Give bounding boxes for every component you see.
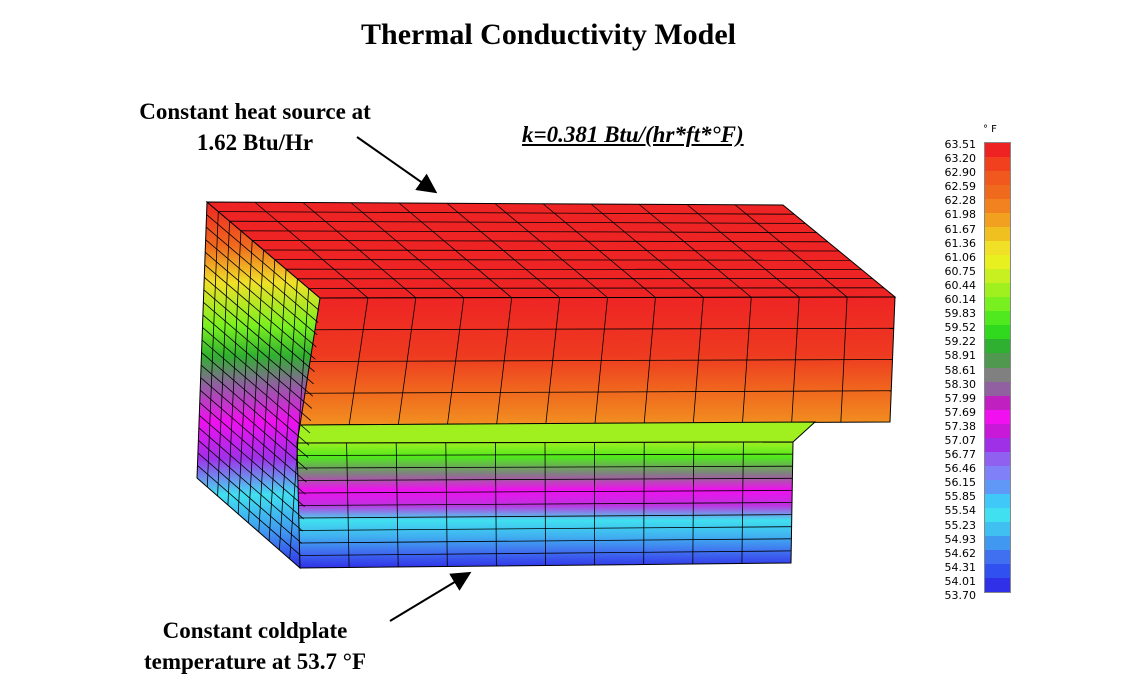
- legend-color-band: [985, 213, 1010, 228]
- legend-value: 59.22: [944, 335, 977, 349]
- coldplate-label: Constant coldplate temperature at 53.7 °…: [115, 615, 395, 677]
- legend-color-band: [985, 241, 1010, 256]
- legend-value: 61.67: [944, 222, 977, 236]
- legend-value: 59.83: [944, 307, 977, 321]
- legend-value: 58.30: [944, 377, 977, 391]
- legend-color-band: [985, 479, 1010, 494]
- legend-color-band: [985, 255, 1010, 270]
- legend-value: 57.99: [944, 391, 977, 405]
- legend-value: 62.28: [944, 194, 977, 208]
- legend-value: 58.61: [944, 363, 977, 377]
- conductivity-label: k=0.381 Btu/(hr*ft*°F): [522, 122, 744, 147]
- legend-color-band: [985, 171, 1010, 186]
- legend-color-band: [985, 269, 1010, 284]
- mesh-grid: [197, 201, 894, 568]
- legend-value: 63.20: [944, 152, 977, 166]
- coldplate-label-line2: temperature at 53.7 °F: [143, 649, 367, 674]
- legend-value: 56.46: [944, 462, 977, 476]
- legend-color-band: [985, 367, 1010, 382]
- legend-value: 55.85: [944, 490, 977, 504]
- heat-source-arrow: [356, 136, 438, 194]
- legend-color-band: [985, 395, 1010, 410]
- legend-color-band: [985, 353, 1010, 368]
- legend-value: 57.38: [944, 419, 977, 433]
- figure-title: Thermal Conductivity Model: [361, 18, 736, 51]
- legend-value: 55.23: [944, 518, 977, 532]
- legend-value: 54.62: [944, 546, 977, 560]
- legend-value: 60.14: [944, 293, 977, 307]
- legend-value: 54.93: [944, 532, 977, 546]
- legend-color-band: [985, 521, 1010, 536]
- heat-source-label-line2: 1.62 Btu/Hr: [196, 130, 314, 155]
- legend-value: 57.07: [944, 433, 977, 447]
- legend-value: 54.01: [944, 574, 977, 588]
- legend-value: 61.98: [944, 208, 977, 222]
- legend-value: 56.77: [944, 448, 977, 462]
- ledge-face: [296, 421, 817, 444]
- legend-value: 62.59: [944, 180, 977, 194]
- legend-value: 53.70: [944, 589, 977, 602]
- legend-color-band: [985, 157, 1010, 172]
- legend-color-band: [985, 535, 1010, 550]
- legend-color-band: [985, 549, 1010, 564]
- legend-color-band: [985, 297, 1010, 312]
- legend-color-band: [985, 577, 1010, 592]
- legend-labels: 63.51 63.20 62.90 62.59 62.28 61.98 61.67 61.36…: [934, 138, 977, 603]
- legend-value: 63.51: [944, 138, 977, 151]
- legend-value: 55.54: [944, 504, 977, 518]
- legend-value: 61.36: [944, 236, 977, 250]
- legend-color-band: [985, 437, 1010, 452]
- legend-value: 60.75: [944, 264, 977, 278]
- legend-color-band: [985, 409, 1010, 424]
- legend-value: 58.91: [944, 349, 977, 363]
- heat-source-label-line1: Constant heat source at: [139, 99, 371, 124]
- legend-color-band: [985, 143, 1010, 158]
- coldplate-arrow: [389, 571, 472, 622]
- legend-color-band: [985, 185, 1010, 200]
- coldplate-label-line1: Constant coldplate: [162, 618, 348, 643]
- legend-color-band: [985, 227, 1010, 242]
- legend-color-band: [985, 381, 1010, 396]
- legend-value: 61.06: [944, 250, 977, 264]
- legend-color-bar: [984, 142, 1011, 593]
- legend-color-band: [985, 283, 1010, 298]
- legend-color-band: [985, 507, 1010, 522]
- legend-value: 54.31: [944, 560, 977, 574]
- legend-color-band: [985, 465, 1010, 480]
- legend-unit: ° F: [983, 124, 997, 135]
- legend-value: 56.15: [944, 476, 977, 490]
- legend-color-band: [985, 451, 1010, 466]
- legend-value: 57.69: [944, 405, 977, 419]
- legend-color-band: [985, 199, 1010, 214]
- heat-source-label: Constant heat source at 1.62 Btu/Hr: [115, 96, 395, 158]
- legend-value: 59.52: [944, 321, 977, 335]
- legend-color-band: [985, 423, 1010, 438]
- legend-color-band: [985, 563, 1010, 578]
- legend-value: 62.90: [944, 166, 977, 180]
- legend-color-band: [985, 493, 1010, 508]
- legend-color-band: [985, 311, 1010, 326]
- legend-color-band: [985, 339, 1010, 354]
- legend-value: 60.44: [944, 278, 977, 292]
- legend-color-band: [985, 325, 1010, 340]
